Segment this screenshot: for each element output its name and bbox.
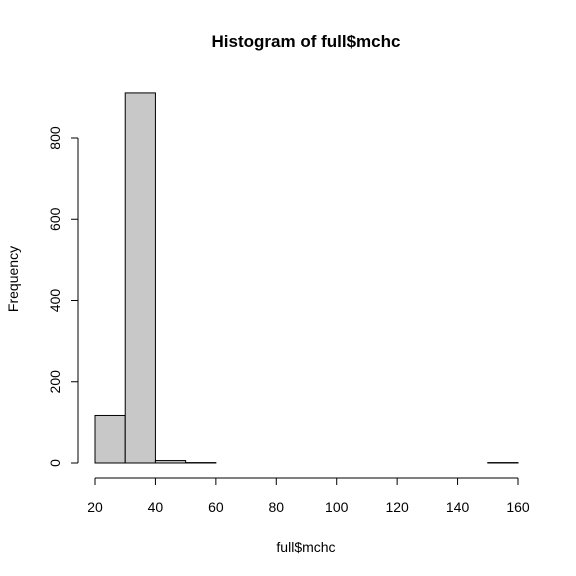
y-axis: 0 200 400 600 800 xyxy=(47,126,79,467)
x-axis: 20 40 60 80 100 120 140 160 xyxy=(87,477,530,515)
x-tick-label: 40 xyxy=(148,499,164,515)
x-tick-label: 140 xyxy=(446,499,470,515)
x-tick-label: 120 xyxy=(385,499,409,515)
y-tick-label: 400 xyxy=(47,289,63,313)
x-axis-label: full$mchc xyxy=(276,539,335,555)
x-tick-label: 80 xyxy=(268,499,284,515)
histogram-bar xyxy=(154,460,187,464)
x-tick-label: 160 xyxy=(506,499,530,515)
histogram-bars xyxy=(94,92,519,464)
y-tick-label: 600 xyxy=(47,207,63,231)
y-tick-label: 200 xyxy=(47,370,63,394)
y-tick-label: 800 xyxy=(47,126,63,150)
x-tick-label: 100 xyxy=(325,499,349,515)
y-tick-label: 0 xyxy=(47,459,63,467)
x-tick-label: 20 xyxy=(87,499,103,515)
histogram-bar xyxy=(124,92,156,464)
chart-title: Histogram of full$mchc xyxy=(212,32,401,51)
y-axis-label: Frequency xyxy=(5,246,21,312)
x-tick-label: 60 xyxy=(208,499,224,515)
histogram-bar xyxy=(94,414,126,464)
